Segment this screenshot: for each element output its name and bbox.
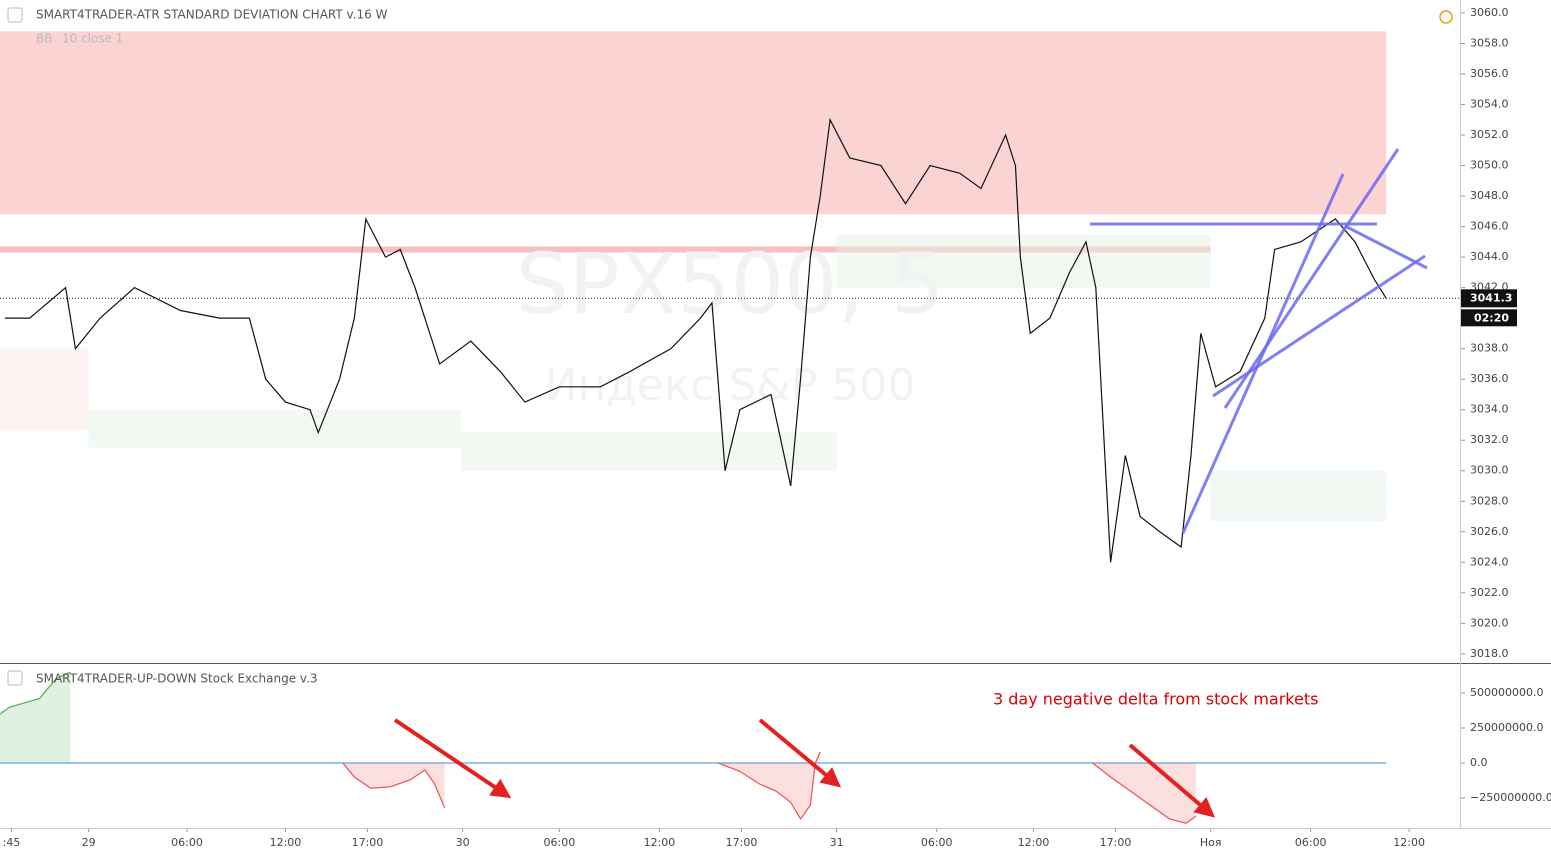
y-tick-label: 3022.0 — [1470, 586, 1509, 599]
x-tick-label: 17:00 — [352, 836, 384, 849]
y-tick-label: 3056.0 — [1470, 67, 1509, 80]
alert-icon[interactable] — [1439, 10, 1453, 24]
collapse-button[interactable] — [7, 7, 23, 23]
trend-line — [1344, 224, 1428, 270]
x-tick-label: Ноя — [1200, 836, 1222, 849]
study-params: 10 close 1 — [62, 32, 123, 46]
countdown-label: 02:20 — [1474, 311, 1509, 324]
area-line — [342, 751, 1197, 824]
y-tick-label: 3060.0 — [1470, 6, 1509, 19]
zone — [88, 409, 461, 448]
trend-line — [1223, 148, 1400, 409]
zone — [0, 31, 1387, 215]
x-tick-label: 06:00 — [1295, 836, 1327, 849]
x-tick-label: 30 — [456, 836, 470, 849]
x-tick-label: 12:00 — [270, 836, 302, 849]
y-tick-label: 3048.0 — [1470, 189, 1509, 202]
area-fill — [342, 751, 1196, 824]
y-tick-label: 3036.0 — [1470, 372, 1509, 385]
zone — [1210, 470, 1387, 522]
pane-title: SMART4TRADER-UP-DOWN Stock Exchange v.3 — [36, 672, 318, 686]
countdown-tag — [1461, 309, 1517, 327]
trend-line — [1212, 254, 1426, 398]
price-line — [4, 117, 1387, 563]
annotation: 3 day negative delta from stock markets — [993, 690, 1318, 709]
area-line — [0, 671, 71, 715]
x-tick-label: 12:00 — [644, 836, 676, 849]
y-tick-label: 3034.0 — [1470, 403, 1509, 416]
zone — [0, 246, 1211, 253]
x-tick-label: :45 — [3, 836, 21, 849]
y-tick-label: 3032.0 — [1470, 433, 1509, 446]
x-tick-label: 17:00 — [1100, 836, 1132, 849]
y-tick-label: 3054.0 — [1470, 98, 1509, 111]
pane-title: SMART4TRADER-ATR STANDARD DEVIATION CHAR… — [36, 8, 388, 22]
y-tick-label: 3044.0 — [1470, 250, 1509, 263]
area-fill — [0, 671, 71, 764]
x-tick-label: 31 — [830, 836, 844, 849]
zone — [460, 432, 837, 471]
arrow — [1128, 743, 1216, 818]
arrows — [393, 718, 1216, 818]
arrow — [758, 718, 842, 788]
x-tick-label: 29 — [82, 836, 96, 849]
x-tick-label: 06:00 — [921, 836, 953, 849]
y-tick-label: 3058.0 — [1470, 36, 1509, 49]
watermark: SPX500, 5 — [516, 235, 945, 333]
y-tick-label: 3018.0 — [1470, 647, 1509, 660]
y-tick-label: 3038.0 — [1470, 342, 1509, 355]
y-tick-label: −250000000.0 — [1470, 791, 1551, 804]
zone — [0, 348, 89, 430]
y-tick-label: 3052.0 — [1470, 128, 1509, 141]
watermark-subtitle: Индекс S&P 500 — [545, 360, 916, 411]
y-tick-label: 0.0 — [1470, 756, 1488, 769]
y-tick-label: 3050.0 — [1470, 159, 1509, 172]
arrow — [393, 718, 512, 799]
collapse-button[interactable] — [7, 670, 23, 686]
y-tick-label: 250000000.0 — [1470, 721, 1543, 734]
trend-drawings — [1090, 148, 1428, 534]
y-tick-label: 3024.0 — [1470, 555, 1509, 568]
price-tag — [1461, 289, 1517, 308]
y-tick-label: 500000000.0 — [1470, 686, 1543, 699]
price-tag-label: 3041.3 — [1470, 291, 1512, 304]
study-name: BB — [36, 32, 52, 46]
x-tick-label: 12:00 — [1018, 836, 1050, 849]
x-tick-label: 06:00 — [544, 836, 576, 849]
y-tick-label: 3020.0 — [1470, 616, 1509, 629]
y-tick-label: 3026.0 — [1470, 525, 1509, 538]
x-tick-label: 12:00 — [1393, 836, 1425, 849]
x-tick-label: 06:00 — [171, 836, 203, 849]
y-tick-label: 3028.0 — [1470, 494, 1509, 507]
y-tick-label: 3030.0 — [1470, 464, 1509, 477]
x-tick-label: 17:00 — [726, 836, 758, 849]
y-tick-label: 3046.0 — [1470, 220, 1509, 233]
